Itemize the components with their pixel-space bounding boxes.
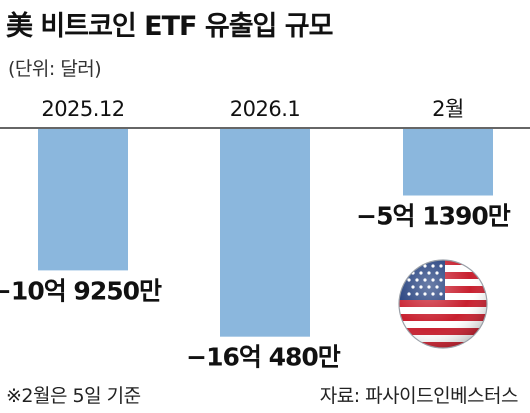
- bar-2: [220, 129, 310, 337]
- bar-1: [38, 129, 128, 271]
- footnote: ※2월은 5일 기준: [6, 385, 141, 407]
- bar-3: [403, 129, 493, 196]
- source-note: 자료: 파사이드인베스터스: [319, 385, 519, 407]
- x-tick-label: 2025.12: [41, 97, 124, 121]
- unit-label: (단위: 달러): [8, 58, 102, 80]
- data-label: −5억 1390만: [356, 202, 511, 231]
- chart-title: 美 비트코인 ETF 유출입 규모: [6, 11, 333, 42]
- data-label: −16억 480만: [186, 343, 341, 372]
- x-tick-label: 2월: [432, 97, 464, 121]
- us-flag-icon: [398, 259, 488, 349]
- data-label: −10억 9250만: [0, 276, 162, 305]
- x-tick-label: 2026.1: [230, 97, 300, 121]
